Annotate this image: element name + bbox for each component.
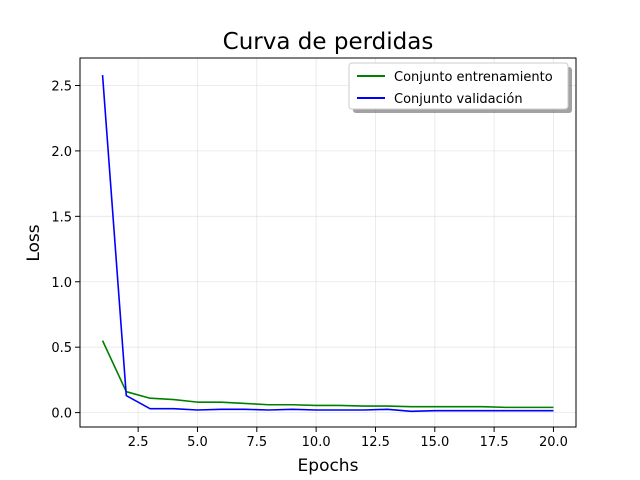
validation-loss-line (101, 74, 554, 413)
y-tick-label: 1.0 (51, 276, 72, 291)
chart-title: Curva de perdidas (223, 29, 434, 55)
x-tick-label: 10.0 (302, 435, 331, 450)
x-tick-label: 20.0 (539, 435, 568, 450)
y-tick-label: 2.5 (51, 79, 72, 94)
legend-label-validation: Conjunto validación (394, 92, 523, 107)
y-axis-label: Loss (24, 224, 44, 261)
x-axis-label: Epochs (298, 456, 359, 476)
y-tick-label: 1.5 (51, 210, 72, 225)
legend: Conjunto entrenamiento Conjunto validaci… (348, 62, 572, 113)
x-tick-label: 5.0 (187, 435, 208, 450)
legend-box (348, 62, 569, 110)
grid (80, 58, 576, 427)
x-tick-label: 15.0 (420, 435, 449, 450)
x-tick-label: 7.5 (246, 435, 267, 450)
y-tick-label: 0.5 (51, 341, 72, 356)
ticks: 2.5 5.0 7.5 10.0 12.5 15.0 17.5 20.0 0.0 0.5 1.0 1.… (51, 79, 568, 450)
series-lines (101, 74, 554, 413)
x-tick-label: 17.5 (480, 435, 509, 450)
legend-label-training: Conjunto entrenamiento (394, 70, 553, 85)
x-tick-label: 2.5 (128, 435, 149, 450)
y-tick-label: 0.0 (51, 407, 72, 422)
plot-frame (79, 57, 577, 428)
x-tick-label: 12.5 (361, 435, 390, 450)
training-loss-line (101, 340, 554, 409)
y-tick-label: 2.0 (51, 145, 72, 160)
